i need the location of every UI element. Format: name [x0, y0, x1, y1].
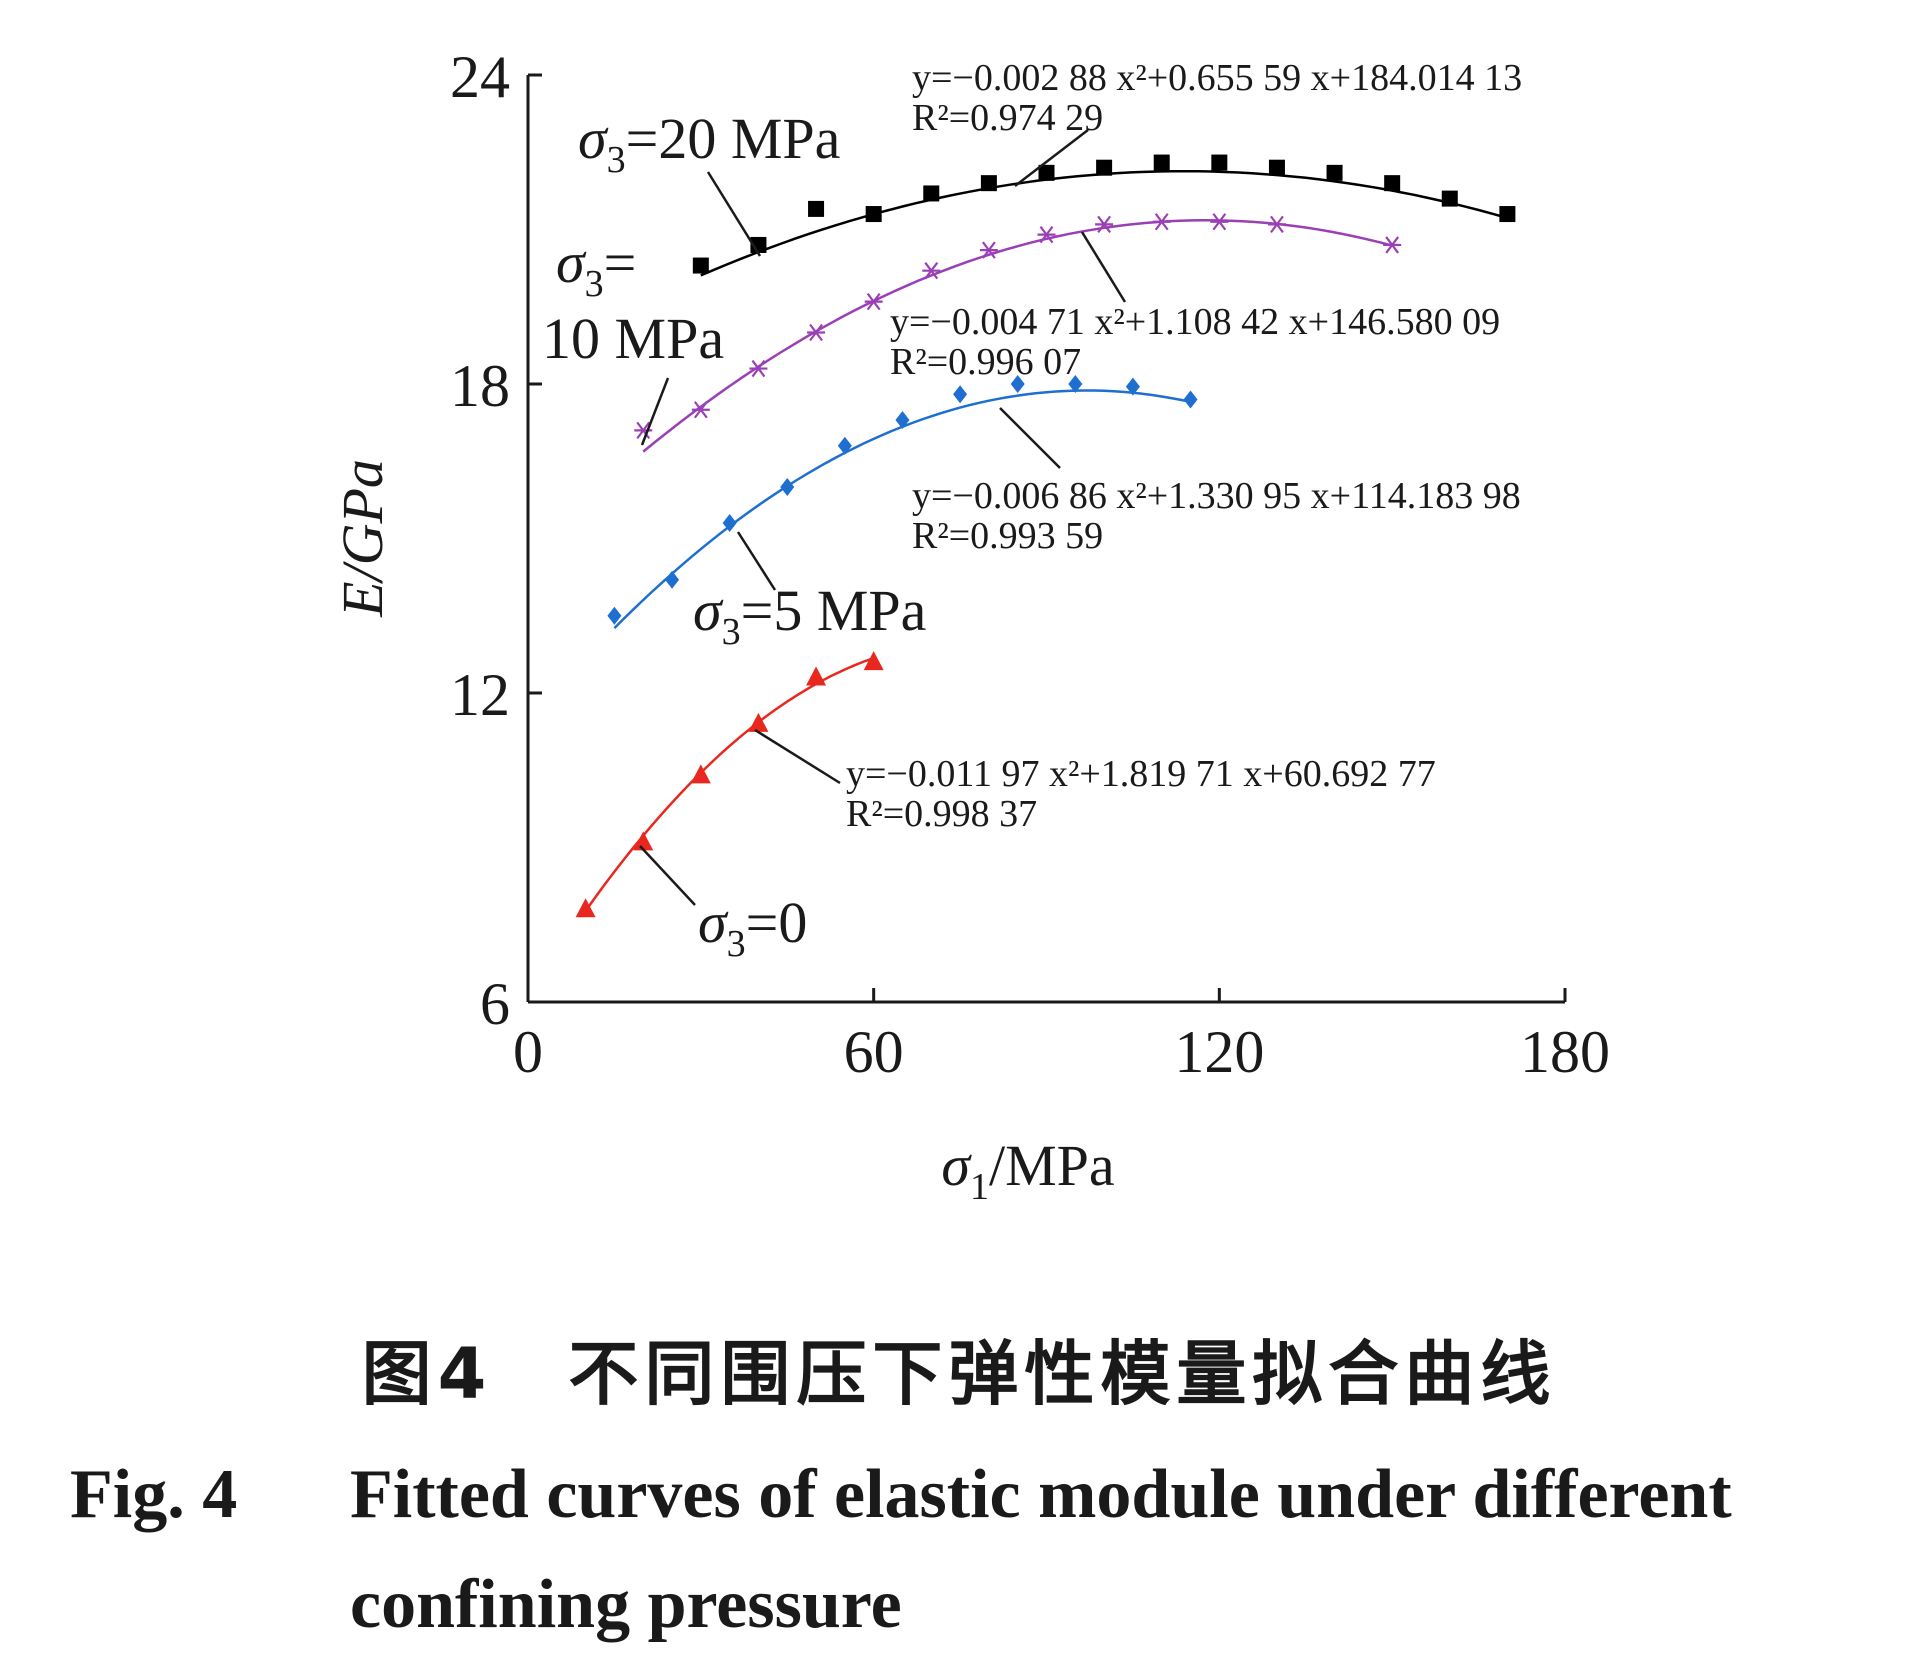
r2-sigma3-5: R²=0.993 59	[912, 515, 1103, 557]
data-point	[691, 401, 710, 419]
data-point	[722, 514, 737, 533]
data-point	[780, 478, 795, 496]
data-point	[863, 651, 884, 671]
data-point	[1326, 164, 1343, 181]
data-point	[837, 436, 852, 455]
data-point	[1499, 206, 1516, 223]
y-axis-title: E/GPa	[330, 459, 395, 618]
data-point	[1037, 225, 1056, 244]
data-point	[807, 323, 826, 342]
x-tick-label: 120	[1174, 1019, 1264, 1085]
data-point	[1183, 390, 1198, 409]
leader-s0-eq	[754, 728, 841, 785]
axes: 0 60 120 180 6 12 18 24	[450, 44, 1610, 1085]
data-point	[1125, 377, 1140, 396]
x-tick-label: 0	[513, 1019, 543, 1085]
r2-sigma3-10: R²=0.996 07	[890, 341, 1081, 383]
label-sigma3-20: σ3=20 MPa	[578, 106, 840, 181]
caption-english-line1: Fitted curves of elastic module under di…	[350, 1456, 1732, 1533]
x-axis-title: σ1/MPa	[941, 1133, 1114, 1208]
caption-chinese: 图4 不同围压下弹性模量拟合曲线	[361, 1333, 1557, 1415]
data-point	[665, 570, 680, 589]
data-point	[1096, 159, 1113, 176]
y-tick-label: 6	[480, 971, 510, 1037]
data-point	[634, 421, 653, 440]
y-tick-label: 24	[450, 44, 510, 110]
label-sigma3-5: σ3=5 MPa	[693, 578, 926, 653]
equation-sigma3-0: y=−0.011 97 x²+1.819 71 x+60.692 77	[846, 753, 1436, 795]
data-point	[1068, 375, 1083, 393]
data-point	[1038, 164, 1055, 181]
data-point	[1268, 159, 1285, 176]
data-point	[749, 359, 768, 378]
leader-s10-label	[640, 377, 670, 446]
data-point	[1010, 375, 1025, 393]
x-tick-label: 180	[1520, 1019, 1610, 1085]
r2-sigma3-0: R²=0.998 37	[846, 793, 1037, 835]
fit-curve-0	[584, 656, 875, 912]
y-tick-label: 18	[450, 353, 510, 419]
data-point	[1383, 236, 1402, 254]
data-point	[575, 898, 596, 918]
label-sigma3-0: σ3=0	[698, 890, 807, 965]
leader-lines	[639, 129, 1127, 906]
equation-sigma3-20: y=−0.002 88 x²+0.655 59 x+184.014 13	[912, 57, 1522, 99]
label-sigma3-10-line1: σ3=	[556, 230, 636, 305]
data-point	[748, 712, 769, 732]
data-point	[1152, 213, 1171, 231]
data-point	[808, 200, 825, 217]
figure-number: Fig. 4	[70, 1456, 238, 1533]
data-point	[1153, 154, 1170, 171]
ticks: 0 60 120 180 6 12 18 24	[450, 44, 1610, 1085]
data-point	[922, 262, 941, 280]
data-point	[806, 666, 827, 686]
data-point	[1267, 215, 1286, 234]
leader-s5-eq	[999, 407, 1061, 469]
caption-english-line2: confining pressure	[350, 1566, 902, 1643]
data-point	[690, 764, 711, 784]
equation-sigma3-10: y=−0.004 71 x²+1.108 42 x+146.580 09	[890, 301, 1500, 343]
data-point	[923, 185, 940, 202]
r2-sigma3-20: R²=0.974 29	[912, 97, 1103, 139]
data-point	[633, 831, 654, 851]
caption-english: Fig. 4 Fitted curves of elastic module un…	[70, 1440, 1880, 1660]
data-point	[607, 606, 622, 625]
leader-s10-eq	[1080, 231, 1127, 303]
data-point	[1211, 154, 1228, 171]
data-point	[895, 411, 910, 430]
data-point	[1095, 215, 1114, 234]
data-point	[953, 385, 968, 404]
data-point	[1441, 190, 1458, 207]
data-point	[979, 241, 998, 259]
data-point	[980, 175, 997, 192]
leader-s0-label	[639, 845, 696, 906]
y-tick-label: 12	[450, 662, 510, 728]
label-sigma3-10-line2: 10 MPa	[542, 306, 724, 371]
data-point	[865, 206, 882, 223]
x-tick-label: 60	[844, 1019, 904, 1085]
leader-s20-eq	[1014, 129, 1089, 187]
data-markers	[575, 154, 1516, 918]
leader-s5-label	[736, 531, 777, 591]
data-point	[1210, 213, 1229, 231]
leader-s20-label	[706, 171, 762, 257]
fit-curve-2	[642, 219, 1393, 453]
data-point	[864, 292, 883, 311]
data-point	[1384, 175, 1401, 192]
data-point	[692, 257, 709, 274]
equation-sigma3-5: y=−0.006 86 x²+1.330 95 x+114.183 98	[912, 475, 1521, 517]
